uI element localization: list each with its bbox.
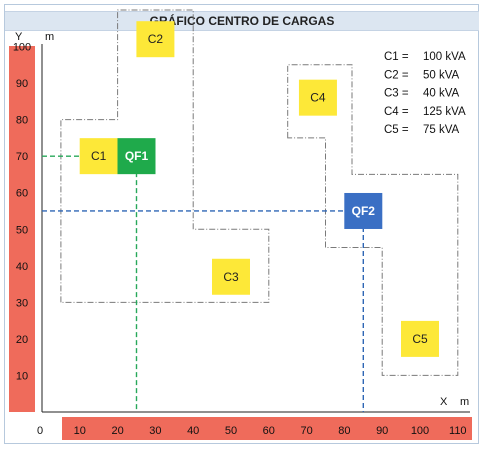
x-tick-labels: 10 20 30 40 50 60 70 80 90 100 110	[74, 425, 467, 437]
y-tick-10: 10	[16, 370, 28, 382]
x-tick-60: 60	[263, 425, 275, 437]
origin-label: 0	[37, 425, 43, 437]
y-tick-labels: 100 90 80 70 60 50 40 30 20 10	[13, 42, 31, 383]
x-axis-unit: m	[460, 396, 469, 408]
x-tick-20: 20	[111, 425, 123, 437]
load-c2-label: C2	[148, 32, 164, 46]
legend-value-2: 50 kVA	[423, 69, 460, 81]
load-c4-label: C4	[310, 91, 326, 105]
x-tick-70: 70	[300, 425, 312, 437]
legend-key-1: C1 =	[384, 51, 409, 63]
load-c3-box	[212, 258, 250, 295]
y-axis-label: Y	[15, 31, 23, 43]
y-axis-unit: m	[45, 31, 54, 43]
y-tick-60: 60	[16, 188, 28, 200]
zone-outlines	[60, 9, 459, 376]
panel-guide-lines	[42, 155, 364, 412]
load-c2-box	[136, 21, 175, 58]
diagram-title: GRÁFICO CENTRO DE CARGAS	[5, 11, 479, 31]
x-tick-90: 90	[376, 425, 388, 437]
load-legend: C1 = 100 kVA C2 = 50 kVA C3 = 40 kVA C4 = 125 k…	[384, 51, 466, 136]
diagram-frame	[4, 4, 479, 444]
y-tick-20: 20	[16, 334, 28, 346]
panel-qf2-label: QF2	[352, 204, 376, 218]
x-tick-100: 100	[411, 425, 429, 437]
x-axis-bar	[62, 417, 472, 440]
legend-key-5: C5 =	[384, 124, 409, 136]
x-tick-10: 10	[74, 425, 86, 437]
legend-value-5: 75 kVA	[423, 124, 460, 136]
y-tick-90: 90	[16, 78, 28, 90]
x-tick-50: 50	[225, 425, 237, 437]
load-c1-label: C1	[91, 149, 107, 163]
load-markers: C1 C2 C3 C4 C5	[79, 21, 439, 357]
load-c5-label: C5	[412, 332, 428, 346]
load-c3-label: C3	[223, 270, 239, 284]
y-tick-80: 80	[16, 115, 28, 127]
load-c1-box	[79, 138, 118, 175]
y-axis-bar	[9, 46, 35, 412]
x-tick-80: 80	[338, 425, 350, 437]
load-c5-box	[401, 320, 439, 357]
x-axis-label: X	[440, 396, 448, 408]
legend-key-3: C3 =	[384, 88, 409, 100]
panel-qf1-box	[117, 138, 156, 175]
legend-key-2: C2 =	[384, 69, 409, 81]
legend-value-1: 100 kVA	[423, 51, 466, 63]
y-tick-40: 40	[16, 261, 28, 273]
x-tick-30: 30	[149, 425, 161, 437]
zone-outline-c1	[60, 9, 270, 303]
load-c4-box	[298, 79, 337, 116]
legend-value-3: 40 kVA	[423, 88, 460, 100]
panel-qf1-label: QF1	[125, 149, 149, 163]
x-tick-40: 40	[187, 425, 199, 437]
y-tick-100: 100	[13, 42, 31, 54]
y-tick-50: 50	[16, 224, 28, 236]
y-tick-30: 30	[16, 297, 28, 309]
x-tick-110: 110	[449, 425, 467, 437]
legend-key-4: C4 =	[384, 106, 409, 118]
panel-markers: QF1 QF2	[117, 138, 383, 229]
legend-value-4: 125 kVA	[423, 106, 466, 118]
panel-qf2-box	[344, 192, 383, 229]
y-tick-70: 70	[16, 151, 28, 163]
